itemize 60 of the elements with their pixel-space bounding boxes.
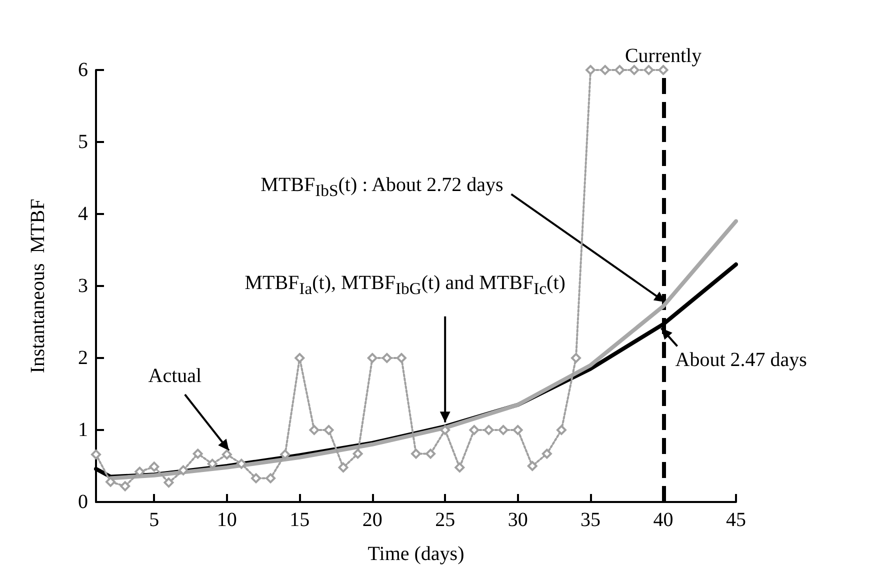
x-tick-label: 15: [290, 509, 310, 531]
y-tick-label: 2: [78, 347, 88, 369]
point: [120, 481, 130, 492]
point: [222, 449, 232, 460]
point: [542, 448, 552, 459]
point: [571, 353, 581, 363]
point: [396, 353, 406, 363]
point: [134, 466, 145, 477]
point: [236, 458, 246, 469]
ref-line-label: Currently: [624, 45, 702, 67]
annotation: Actual: [148, 364, 202, 390]
point: [600, 65, 610, 75]
point: [527, 461, 538, 471]
point: [192, 448, 203, 459]
point: [484, 425, 494, 435]
point: [266, 473, 276, 484]
point: [324, 425, 334, 435]
point: [207, 458, 218, 469]
point: [178, 465, 188, 476]
point: [556, 425, 566, 435]
point: [367, 353, 378, 363]
point: [251, 473, 261, 484]
x-axis-title: Time (days): [368, 543, 464, 565]
y-tick-label: 3: [78, 275, 88, 297]
point: [411, 448, 421, 459]
y-tick-label: 5: [78, 131, 88, 153]
x-tick-label: 10: [216, 509, 237, 531]
point: [309, 425, 320, 435]
point: [440, 425, 450, 435]
point: [280, 449, 290, 460]
annotation: About 2.47 days: [675, 348, 807, 374]
point: [338, 462, 348, 472]
x-tick-label: 25: [435, 509, 456, 531]
point: [91, 449, 101, 460]
x-tick-label: 20: [362, 509, 382, 531]
point: [454, 462, 465, 472]
annotation: MTBF$_{IbS}$(t) : About 2.72 days: [260, 173, 504, 202]
x-tick-label: 45: [726, 509, 746, 531]
point: [106, 476, 116, 487]
point: [498, 425, 508, 435]
y-axis-title: Instantaneous MTBF: [27, 198, 49, 374]
point: [426, 448, 436, 459]
x-tick-label: 40: [653, 509, 674, 531]
x-tick-label: 30: [508, 509, 528, 531]
point: [164, 478, 174, 488]
point: [294, 353, 305, 363]
x-tick-label: 5: [149, 509, 160, 531]
annotation: MTBF$_{Ia}$(t), MTBF$_{IbG}$(t) and MTBF$_{Ic}$(t): [244, 271, 566, 300]
x-tick-label: 35: [580, 509, 601, 531]
point: [586, 65, 596, 75]
y-tick-label: 4: [78, 203, 88, 225]
point: [469, 425, 480, 435]
point: [352, 448, 363, 459]
y-tick-label: 0: [78, 491, 88, 513]
y-tick-label: 6: [78, 59, 88, 81]
y-tick-label: 1: [78, 419, 88, 441]
point: [149, 462, 160, 472]
point: [614, 65, 625, 75]
point: [512, 425, 523, 435]
point: [382, 353, 392, 363]
